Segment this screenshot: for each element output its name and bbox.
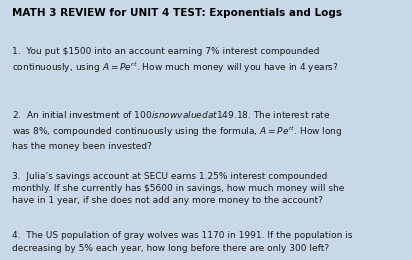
Text: 1.  You put $1500 into an account earning 7% interest compounded
continuously, u: 1. You put $1500 into an account earning…	[12, 47, 339, 75]
Text: MATH 3 REVIEW for UNIT 4 TEST: Exponentials and Logs: MATH 3 REVIEW for UNIT 4 TEST: Exponenti…	[12, 8, 342, 18]
Text: 2.  An initial investment of $100 is now valued at $149.18. The interest rate
wa: 2. An initial investment of $100 is now …	[12, 109, 343, 151]
Text: 4.  The US population of gray wolves was 1170 in 1991. If the population is
decr: 4. The US population of gray wolves was …	[12, 231, 353, 252]
Text: 3.  Julia’s savings account at SECU earns 1.25% interest compounded
monthly. If : 3. Julia’s savings account at SECU earns…	[12, 172, 345, 205]
